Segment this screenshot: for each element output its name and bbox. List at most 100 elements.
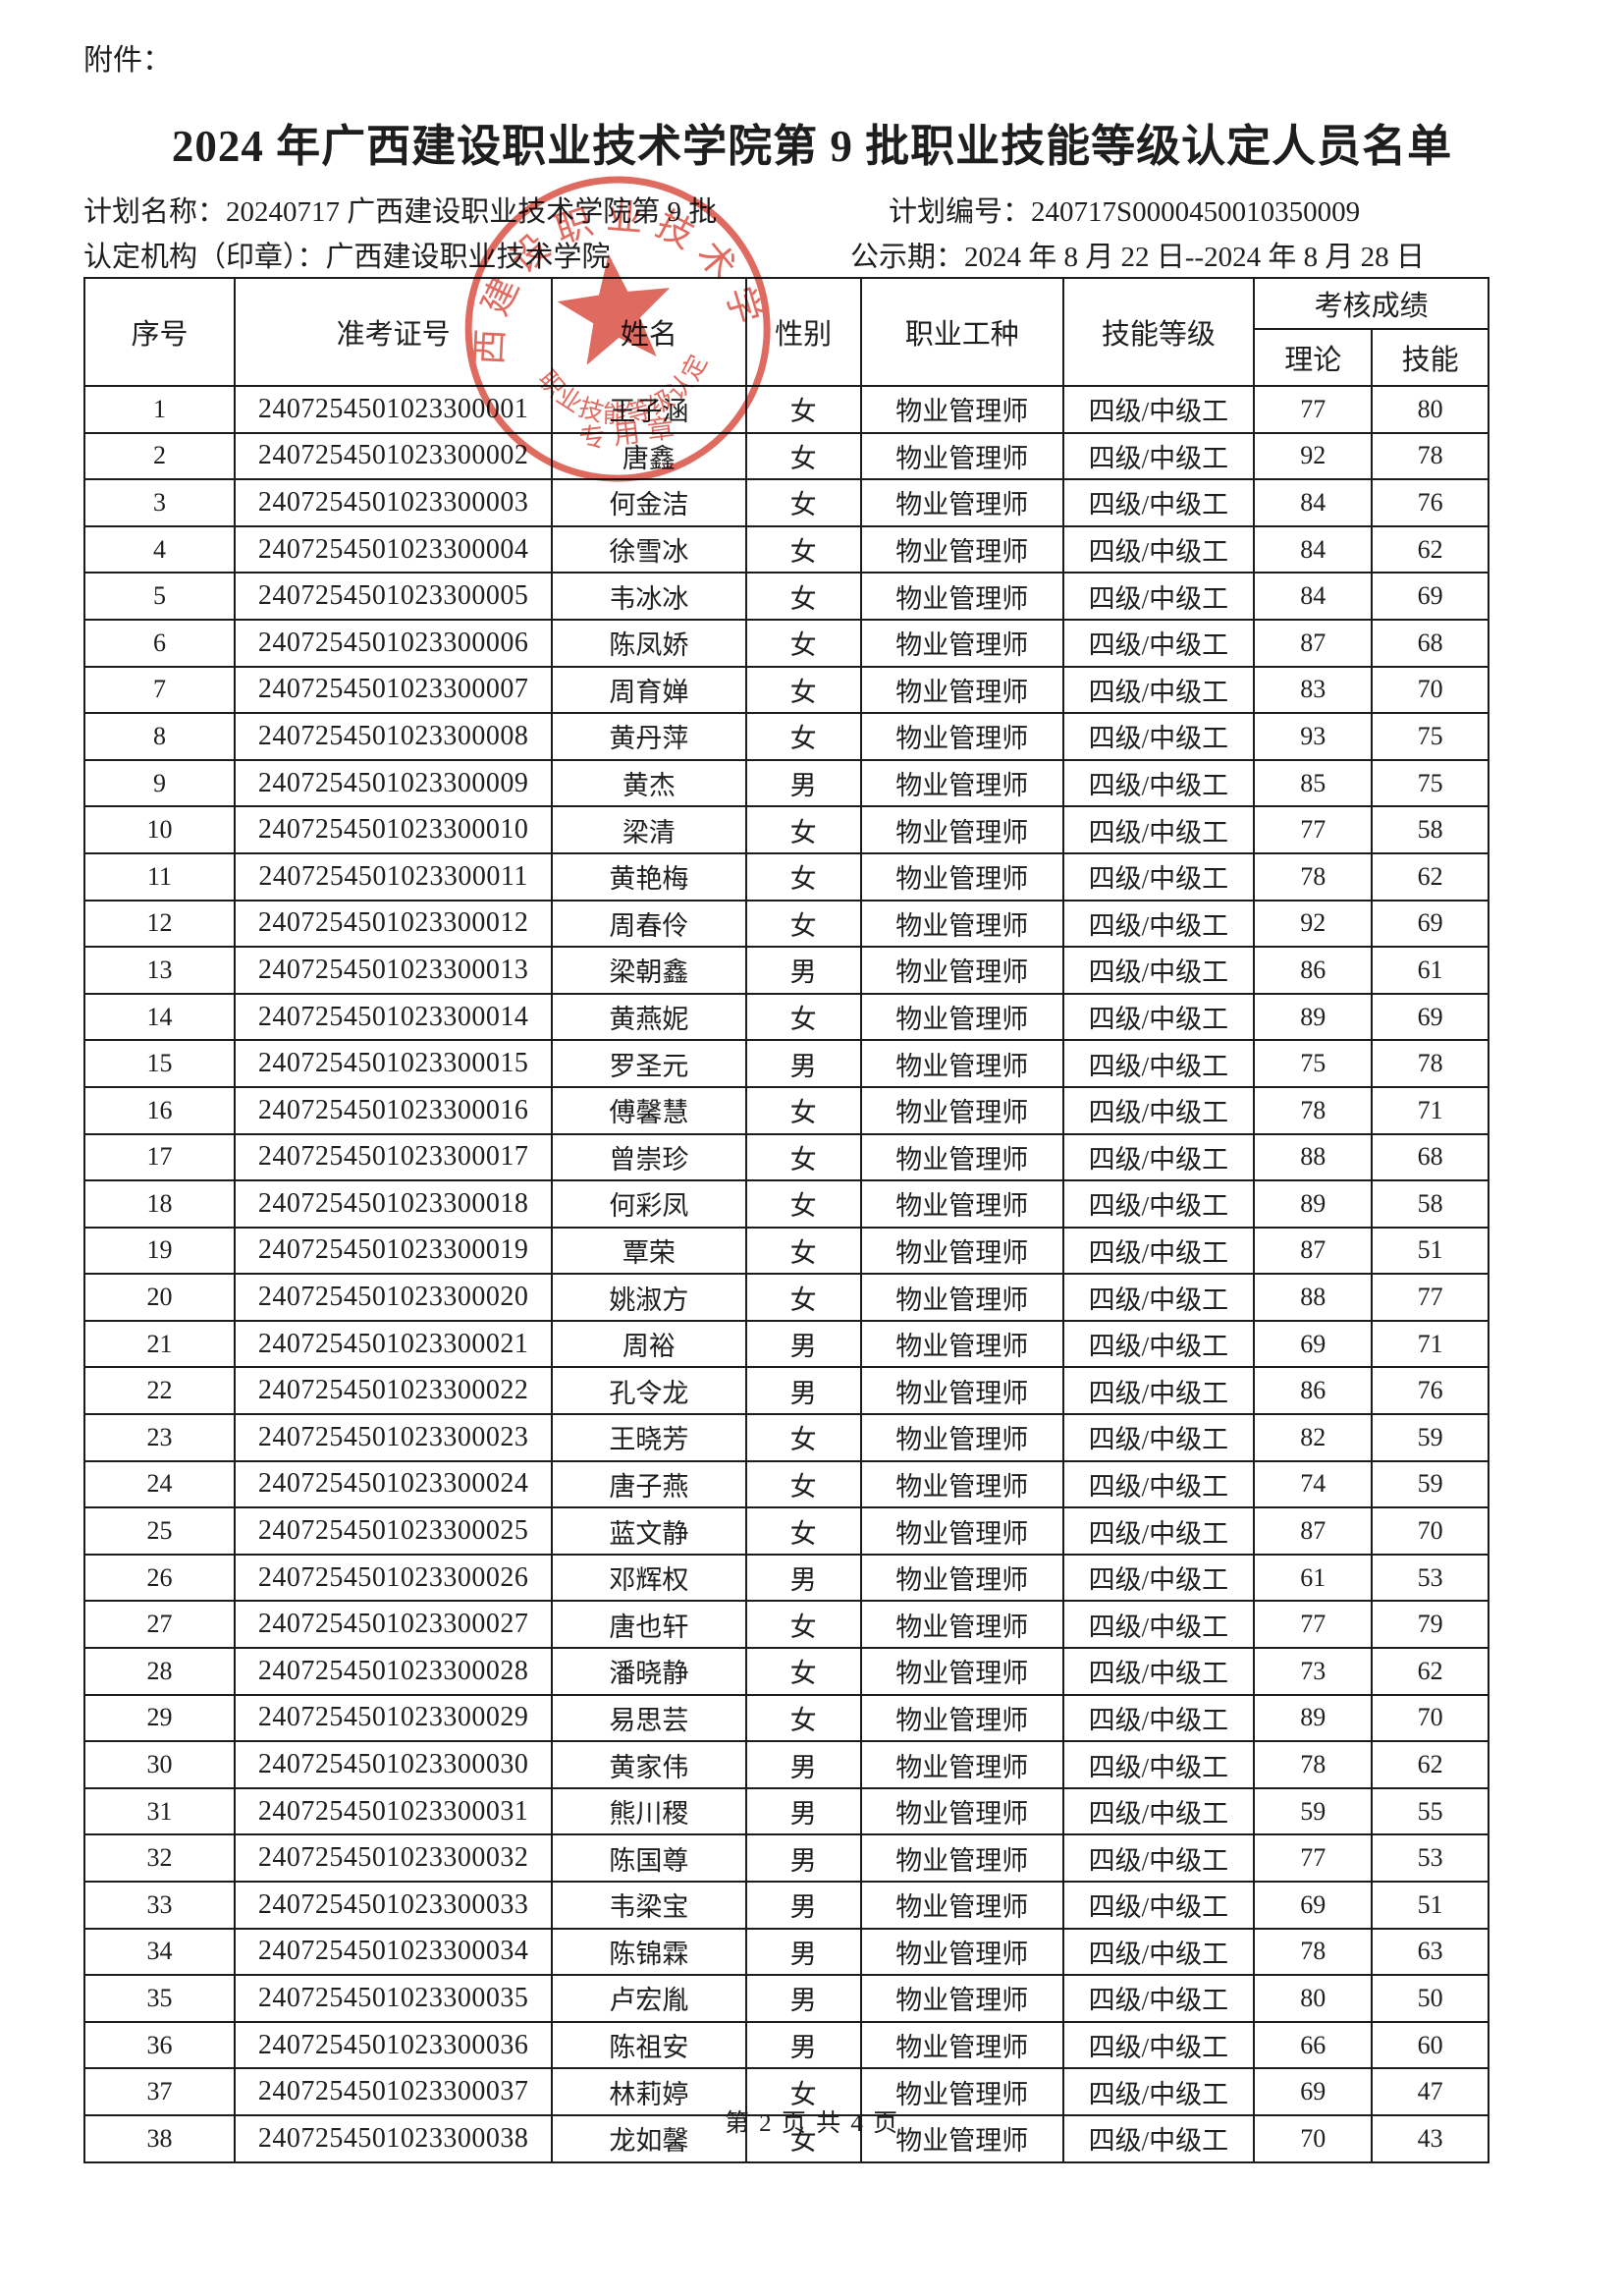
cell-skill-score: 69 (1371, 992, 1489, 1042)
cell-name: 梁清 (551, 805, 747, 854)
cell-theory-score: 66 (1253, 2020, 1374, 2070)
cell-skill-score: 78 (1371, 431, 1489, 481)
page-title: 2024 年广西建设职业技术学院第 9 批职业技能等级认定人员名单 (171, 122, 1453, 171)
cell-serial: 13 (83, 946, 236, 995)
cell-serial: 31 (83, 1786, 236, 1836)
cell-skill-level: 四级/中级工 (1061, 1740, 1256, 1789)
table-row: 14 2407254501023300014 黄燕妮女物业管理师 四级/中级工 89 69 (83, 992, 1489, 1042)
cell-name: 唐子燕 (551, 1459, 747, 1509)
cell-gender: 男 (744, 1833, 862, 1883)
cell-name: 周育婵 (551, 665, 747, 715)
table-row: 24 2407254501023300024 唐子燕女物业管理师 四级/中级工 74 59 (83, 1459, 1489, 1509)
cell-skill-level: 四级/中级工 (1061, 524, 1256, 574)
cell-name: 曾崇珍 (551, 1132, 747, 1182)
cell-name: 黄家伟 (551, 1740, 747, 1789)
cell-name: 唐鑫 (551, 431, 747, 481)
cell-theory-score: 88 (1253, 1132, 1374, 1182)
cell-ticket-no: 2407254501023300006 (233, 618, 554, 668)
cell-occupation: 物业管理师 (859, 1974, 1064, 2023)
cell-serial: 22 (83, 1366, 236, 1416)
cell-serial: 7 (83, 665, 236, 715)
cell-theory-score: 89 (1253, 992, 1374, 1042)
cell-name: 潘晓静 (551, 1647, 747, 1696)
cell-occupation: 物业管理师 (859, 1740, 1064, 1789)
cell-gender: 女 (744, 1459, 862, 1509)
cell-skill-score: 43 (1371, 2113, 1489, 2163)
table-row: 16 2407254501023300016 傅馨慧女物业管理师 四级/中级工 78 71 (83, 1085, 1489, 1135)
cell-gender: 女 (744, 1600, 862, 1650)
cell-gender: 男 (744, 1366, 862, 1416)
cell-skill-level: 四级/中级工 (1061, 805, 1256, 854)
cell-theory-score: 89 (1253, 1179, 1374, 1229)
table-row: 5 2407254501023300005 韦冰冰女物业管理师 四级/中级工 84 69 (83, 572, 1489, 621)
cell-gender: 女 (744, 992, 862, 1042)
cell-skill-level: 四级/中级工 (1061, 1833, 1256, 1883)
header-serial: 序号 (83, 277, 236, 387)
cell-skill-level: 四级/中级工 (1061, 1085, 1256, 1135)
cell-serial: 36 (83, 2020, 236, 2070)
cell-name: 覃荣 (551, 1226, 747, 1276)
cell-serial: 32 (83, 1833, 236, 1883)
cell-theory-score: 73 (1253, 1647, 1374, 1696)
cell-theory-score: 92 (1253, 899, 1374, 949)
cell-serial: 26 (83, 1553, 236, 1603)
cell-name: 王晓芳 (551, 1413, 747, 1462)
cell-occupation: 物业管理师 (859, 2020, 1064, 2070)
cell-gender: 女 (744, 1647, 862, 1696)
cell-serial: 17 (83, 1132, 236, 1182)
table-row: 35 2407254501023300035 卢宏胤男物业管理师 四级/中级工 80 50 (83, 1974, 1489, 2023)
cell-name: 何彩凤 (551, 1179, 747, 1229)
header-occupation: 职业工种 (859, 277, 1064, 387)
cell-ticket-no: 2407254501023300021 (233, 1319, 554, 1369)
cell-name: 韦冰冰 (551, 572, 747, 621)
cell-ticket-no: 2407254501023300025 (233, 1506, 554, 1556)
cell-occupation: 物业管理师 (859, 1833, 1064, 1883)
cell-gender: 女 (744, 1273, 862, 1322)
cell-gender: 女 (744, 899, 862, 949)
cell-serial: 29 (83, 1693, 236, 1743)
cell-name: 陈凤娇 (551, 618, 747, 668)
cell-ticket-no: 2407254501023300016 (233, 1085, 554, 1135)
cell-ticket-no: 2407254501023300002 (233, 431, 554, 481)
cell-theory-score: 69 (1253, 2067, 1374, 2116)
cell-serial: 34 (83, 1927, 236, 1977)
table-row: 31 2407254501023300031 熊川稷男物业管理师 四级/中级工 59 55 (83, 1786, 1489, 1836)
cell-theory-score: 74 (1253, 1459, 1374, 1509)
cell-theory-score: 86 (1253, 946, 1374, 995)
cell-skill-score: 50 (1371, 1974, 1489, 2023)
header-gender: 性别 (744, 277, 862, 387)
cell-gender: 女 (744, 1179, 862, 1229)
cell-skill-score: 68 (1371, 1132, 1489, 1182)
cell-occupation: 物业管理师 (859, 431, 1064, 481)
table-row: 38 2407254501023300038 龙如馨女物业管理师 四级/中级工 70 43 (83, 2113, 1489, 2163)
cell-name: 韦梁宝 (551, 1881, 747, 1930)
cell-skill-level: 四级/中级工 (1061, 1693, 1256, 1743)
cell-gender: 女 (744, 712, 862, 761)
cell-skill-level: 四级/中级工 (1061, 1226, 1256, 1276)
cell-ticket-no: 2407254501023300037 (233, 2067, 554, 2116)
cell-ticket-no: 2407254501023300012 (233, 899, 554, 949)
cell-occupation: 物业管理师 (859, 1273, 1064, 1322)
cell-name: 蓝文静 (551, 1506, 747, 1556)
cell-theory-score: 85 (1253, 758, 1374, 808)
cell-skill-score: 62 (1371, 1647, 1489, 1696)
table-row: 7 2407254501023300007 周育婵女物业管理师 四级/中级工 83 70 (83, 665, 1489, 715)
certification-table: 序号 准考证号 姓名 性别 职业工种 技能等级 考核成绩 理论 技能 1 2407… (83, 277, 1489, 2163)
cell-gender: 女 (744, 572, 862, 621)
table-row: 26 2407254501023300026 邓辉权男物业管理师 四级/中级工 61 53 (83, 1553, 1489, 1603)
cell-skill-score: 69 (1371, 899, 1489, 949)
table-row: 29 2407254501023300029 易思芸女物业管理师 四级/中级工 89 70 (83, 1693, 1489, 1743)
cell-theory-score: 84 (1253, 572, 1374, 621)
cell-serial: 8 (83, 712, 236, 761)
cell-name: 孔令龙 (551, 1366, 747, 1416)
cell-serial: 4 (83, 524, 236, 574)
cell-skill-score: 78 (1371, 1039, 1489, 1088)
cell-skill-score: 59 (1371, 1459, 1489, 1509)
cell-occupation: 物业管理师 (859, 1413, 1064, 1462)
cell-skill-level: 四级/中级工 (1061, 1647, 1256, 1696)
cell-gender: 男 (744, 1786, 862, 1836)
cell-skill-level: 四级/中级工 (1061, 1786, 1256, 1836)
cell-skill-score: 58 (1371, 805, 1489, 854)
table-row: 30 2407254501023300030 黄家伟男物业管理师 四级/中级工 78 62 (83, 1740, 1489, 1789)
cell-serial: 1 (83, 385, 236, 434)
